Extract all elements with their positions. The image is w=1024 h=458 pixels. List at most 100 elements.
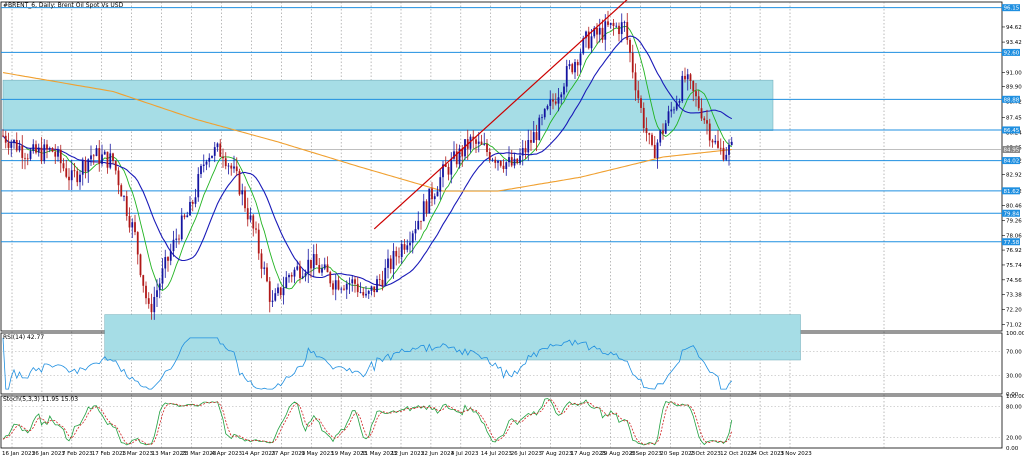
y-tick-label: 91.00 [1006, 71, 1022, 77]
candle-body [175, 238, 178, 240]
candle-body [587, 31, 590, 49]
candle-body [321, 268, 323, 273]
y-tick-label: 72.20 [1006, 308, 1022, 314]
candle-body [664, 123, 667, 134]
candle-body [414, 229, 417, 234]
candle-body [502, 165, 505, 170]
candle-body [230, 165, 233, 169]
candle-body [442, 164, 444, 178]
candle-body [634, 72, 637, 91]
candle-body [164, 257, 167, 269]
candle-body [106, 151, 109, 168]
candle-body [147, 298, 150, 304]
x-tick-label: 7 Aug 2023 [541, 451, 573, 457]
candle-body [491, 159, 494, 161]
x-tick-label: 26 Jan 2023 [32, 451, 65, 457]
candle-body [730, 141, 733, 145]
level-price-label: 84.02 [1004, 159, 1020, 165]
candle-body [227, 165, 230, 167]
candle-body [194, 197, 197, 204]
candle-body [560, 94, 563, 98]
candle-body [469, 136, 472, 149]
candle-body [513, 158, 516, 166]
candle-body [59, 149, 62, 164]
candle-body [651, 134, 653, 145]
candle-body [271, 300, 274, 302]
x-tick-label: 13 Mar 2023 [152, 451, 187, 457]
stoch-label: Stoch(5,3,3) 11.95 15.03 [3, 396, 78, 403]
candle-body [557, 97, 560, 104]
candle-body [183, 215, 186, 218]
candle-body [92, 155, 95, 157]
ma-fast-line [2, 26, 733, 292]
candle-body [354, 279, 356, 284]
y-tick-label: 87.45 [1006, 115, 1022, 121]
candle-body [392, 250, 395, 270]
candle-body [73, 170, 76, 172]
candle-body [436, 191, 439, 197]
candle-body [565, 66, 568, 87]
y-tick-label: 86.24 [1006, 131, 1022, 137]
candle-body [37, 147, 40, 153]
candle-body [585, 31, 587, 39]
candle-body [642, 107, 645, 129]
main-panel-frame [0, 1, 1003, 332]
candle-body [13, 140, 15, 144]
x-tick-label: 22 Jun 2023 [421, 451, 455, 457]
candle-body [486, 144, 488, 152]
candle-body [128, 215, 131, 228]
osc-tick-label: 100.00 [1006, 331, 1024, 337]
candle-body [252, 215, 255, 229]
osc-tick-label: 100.00 [1006, 394, 1024, 400]
candle-body [255, 228, 257, 230]
candle-body [675, 102, 678, 110]
candle-body [348, 283, 351, 285]
candle-body [728, 144, 730, 155]
candle-body [304, 273, 307, 277]
candle-body [508, 157, 510, 163]
level-price-tag [1002, 238, 1020, 246]
candle-body [323, 264, 326, 269]
candle-body [205, 161, 208, 165]
candle-body [131, 222, 134, 228]
x-tick-label: 31 May 2023 [361, 451, 397, 457]
candle-body [235, 166, 238, 172]
level-price-label: 81.62 [1004, 189, 1020, 195]
y-tick-label: 93.42 [1006, 40, 1022, 46]
candle-body [224, 158, 227, 167]
candle-body [497, 160, 499, 163]
candle-body [667, 111, 670, 124]
candle-body [103, 151, 106, 155]
candle-body [662, 130, 664, 134]
candle-body [554, 101, 557, 104]
candle-body [279, 287, 282, 296]
level-price-label: 77.58 [1004, 240, 1020, 246]
candle-body [125, 196, 128, 216]
candle-body [609, 22, 612, 25]
candle-body [57, 149, 59, 157]
candle-body [345, 283, 348, 290]
candle-body [202, 164, 205, 166]
y-tick-label: 78.06 [1006, 234, 1022, 240]
candle-body [582, 38, 585, 54]
x-tick-label: 16 Jan 2023 [2, 451, 35, 457]
candle-body [65, 168, 68, 177]
candle-body [571, 64, 574, 73]
x-tick-label: 9 May 2023 [301, 451, 334, 457]
candle-body [615, 25, 618, 27]
candle-body [222, 156, 224, 159]
candle-body [645, 128, 648, 134]
candle-body [296, 266, 299, 270]
x-tick-label: 14 Apr 2023 [241, 451, 276, 457]
candle-body [543, 109, 546, 118]
candle-body [114, 160, 117, 171]
candle-body [208, 157, 211, 162]
candle-body [29, 151, 32, 159]
candle-body [444, 164, 447, 167]
candle-body [213, 147, 216, 156]
osc-tick-label: 70.00 [1006, 349, 1022, 355]
candle-body [123, 196, 125, 197]
candle-body [359, 292, 362, 293]
candle-body [90, 155, 92, 160]
